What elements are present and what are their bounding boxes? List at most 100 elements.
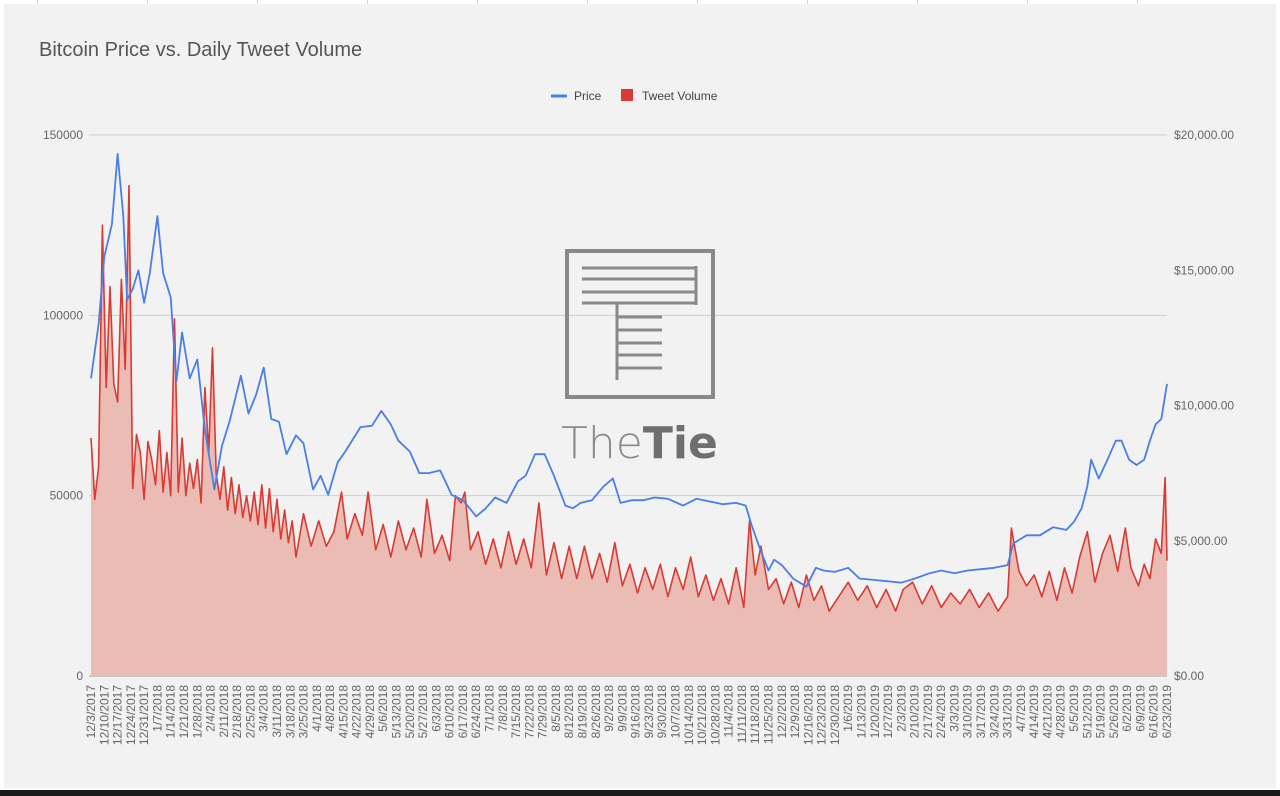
x-tick-label: 1/6/2019 <box>841 685 855 732</box>
left-tick-label: 150000 <box>43 128 83 142</box>
x-tick-label: 8/26/2018 <box>589 685 603 739</box>
x-tick-label: 3/4/2018 <box>257 685 271 732</box>
x-tick-label: 5/19/2019 <box>1094 685 1108 739</box>
legend-price-label: Price <box>574 89 602 103</box>
x-tick-label: 1/14/2018 <box>164 685 178 739</box>
x-tick-label: 5/27/2018 <box>416 685 430 739</box>
left-tick-label: 50000 <box>50 489 84 503</box>
x-tick-label: 4/28/2019 <box>1054 685 1068 739</box>
x-tick-label: 7/15/2018 <box>509 685 523 739</box>
x-tick-label: 10/28/2018 <box>708 685 722 745</box>
x-tick-label: 4/8/2018 <box>323 685 337 732</box>
x-tick-label: 4/14/2019 <box>1027 685 1041 739</box>
watermark-logo: TheTie <box>561 249 718 469</box>
right-tick-label: $5,000.00 <box>1174 534 1228 548</box>
right-axis: $0.00 $5,000.00 $10,000.00 $15,000.00 $20,00… <box>1174 128 1234 683</box>
top-strip <box>0 0 1280 4</box>
x-tick-label: 2/24/2019 <box>934 685 948 739</box>
x-tick-label: 1/28/2018 <box>190 685 204 739</box>
tweet-volume-area <box>91 185 1167 676</box>
x-tick-label: 12/17/2017 <box>111 685 125 745</box>
x-tick-label: 2/4/2018 <box>204 685 218 732</box>
x-tick-label: 12/31/2017 <box>137 685 151 745</box>
x-tick-label: 2/3/2019 <box>894 685 908 732</box>
x-tick-label: 2/17/2019 <box>921 685 935 739</box>
x-tick-label: 6/3/2018 <box>429 685 443 732</box>
legend-tweet-volume-swatch <box>621 89 633 101</box>
right-tick-label: $20,000.00 <box>1174 128 1234 142</box>
x-tick-label: 4/21/2019 <box>1040 685 1054 739</box>
x-tick-label: 3/31/2019 <box>1001 685 1015 739</box>
tweet-volume-fill <box>91 185 1167 676</box>
left-tick-label: 100000 <box>43 308 83 322</box>
x-tick-label: 5/6/2018 <box>376 685 390 732</box>
x-tick-label: 11/25/2018 <box>761 685 775 744</box>
x-tick-label: 1/13/2019 <box>854 685 868 739</box>
x-tick-label: 10/21/2018 <box>695 685 709 745</box>
left-axis: 0 50000 100000 150000 <box>43 128 83 683</box>
x-tick-label: 12/24/2017 <box>124 685 138 745</box>
x-tick-label: 9/9/2018 <box>615 685 629 732</box>
right-tick-label: $15,000.00 <box>1174 263 1234 277</box>
x-tick-label: 12/10/2017 <box>97 685 111 745</box>
x-tick-label: 10/7/2018 <box>668 685 682 739</box>
price-series <box>90 153 1168 588</box>
tweet-volume-series <box>90 184 1168 612</box>
x-tick-label: 2/11/2018 <box>217 685 231 738</box>
x-tick-label: 3/10/2019 <box>961 685 975 739</box>
watermark-text: TheTie <box>561 418 718 469</box>
x-tick-label: 4/29/2018 <box>363 685 377 739</box>
x-tick-label: 12/16/2018 <box>801 685 815 745</box>
price-line <box>90 153 1168 588</box>
x-tick-label: 7/8/2018 <box>496 685 510 732</box>
x-tick-label: 1/7/2018 <box>150 685 164 732</box>
x-tick-label: 8/12/2018 <box>562 685 576 739</box>
x-tick-label: 12/3/2017 <box>84 685 98 739</box>
x-tick-label: 5/5/2019 <box>1067 685 1081 732</box>
left-tick-label: 0 <box>76 669 83 683</box>
watermark-frame <box>565 249 715 399</box>
x-tick-label: 6/16/2019 <box>1147 685 1161 739</box>
x-tick-label: 3/17/2019 <box>974 685 988 739</box>
x-tick-label: 6/10/2018 <box>443 685 457 739</box>
x-tick-label: 4/1/2018 <box>310 685 324 732</box>
x-tick-label: 11/4/2018 <box>722 685 736 738</box>
x-tick-label: 8/5/2018 <box>549 685 563 732</box>
x-tick-label: 5/20/2018 <box>403 685 417 739</box>
x-tick-label: 7/22/2018 <box>522 685 536 739</box>
x-tick-label: 6/2/2019 <box>1120 685 1134 732</box>
x-tick-label: 3/24/2019 <box>987 685 1001 739</box>
bottom-bar <box>0 790 1280 796</box>
x-tick-label: 5/13/2018 <box>390 685 404 739</box>
x-tick-label: 1/27/2019 <box>881 685 895 739</box>
x-tick-label: 6/9/2019 <box>1133 685 1147 732</box>
x-tick-label: 4/15/2018 <box>336 685 350 739</box>
legend-tweet-volume-label: Tweet Volume <box>642 89 718 103</box>
x-tick-label: 3/11/2018 <box>270 685 284 738</box>
x-tick-label: 12/9/2018 <box>788 685 802 739</box>
x-tick-label: 7/29/2018 <box>536 685 550 739</box>
x-tick-label: 3/25/2018 <box>297 685 311 739</box>
x-tick-label: 5/12/2019 <box>1080 685 1094 739</box>
x-axis: 12/3/2017 12/10/2017 12/17/2017 12/24/2017 1… <box>84 685 1174 745</box>
x-tick-label: 2/25/2018 <box>243 685 257 739</box>
x-tick-label: 6/24/2018 <box>469 685 483 739</box>
x-tick-label: 9/23/2018 <box>642 685 656 739</box>
right-tick-label: $10,000.00 <box>1174 399 1234 413</box>
x-tick-label: 4/22/2018 <box>350 685 364 739</box>
x-tick-label: 6/23/2019 <box>1160 685 1174 739</box>
right-tick-label: $0.00 <box>1174 669 1204 683</box>
x-tick-label: 9/2/2018 <box>602 685 616 732</box>
x-tick-label: 2/10/2019 <box>908 685 922 739</box>
x-tick-label: 1/21/2018 <box>177 685 191 739</box>
x-tick-label: 6/17/2018 <box>456 685 470 739</box>
x-tick-label: 11/18/2018 <box>748 685 762 744</box>
x-tick-label: 9/30/2018 <box>655 685 669 739</box>
x-tick-label: 2/18/2018 <box>230 685 244 739</box>
x-tick-label: 12/30/2018 <box>828 685 842 745</box>
x-tick-label: 8/19/2018 <box>576 685 590 739</box>
x-tick-label: 3/18/2018 <box>283 685 297 739</box>
x-tick-label: 9/16/2018 <box>629 685 643 739</box>
